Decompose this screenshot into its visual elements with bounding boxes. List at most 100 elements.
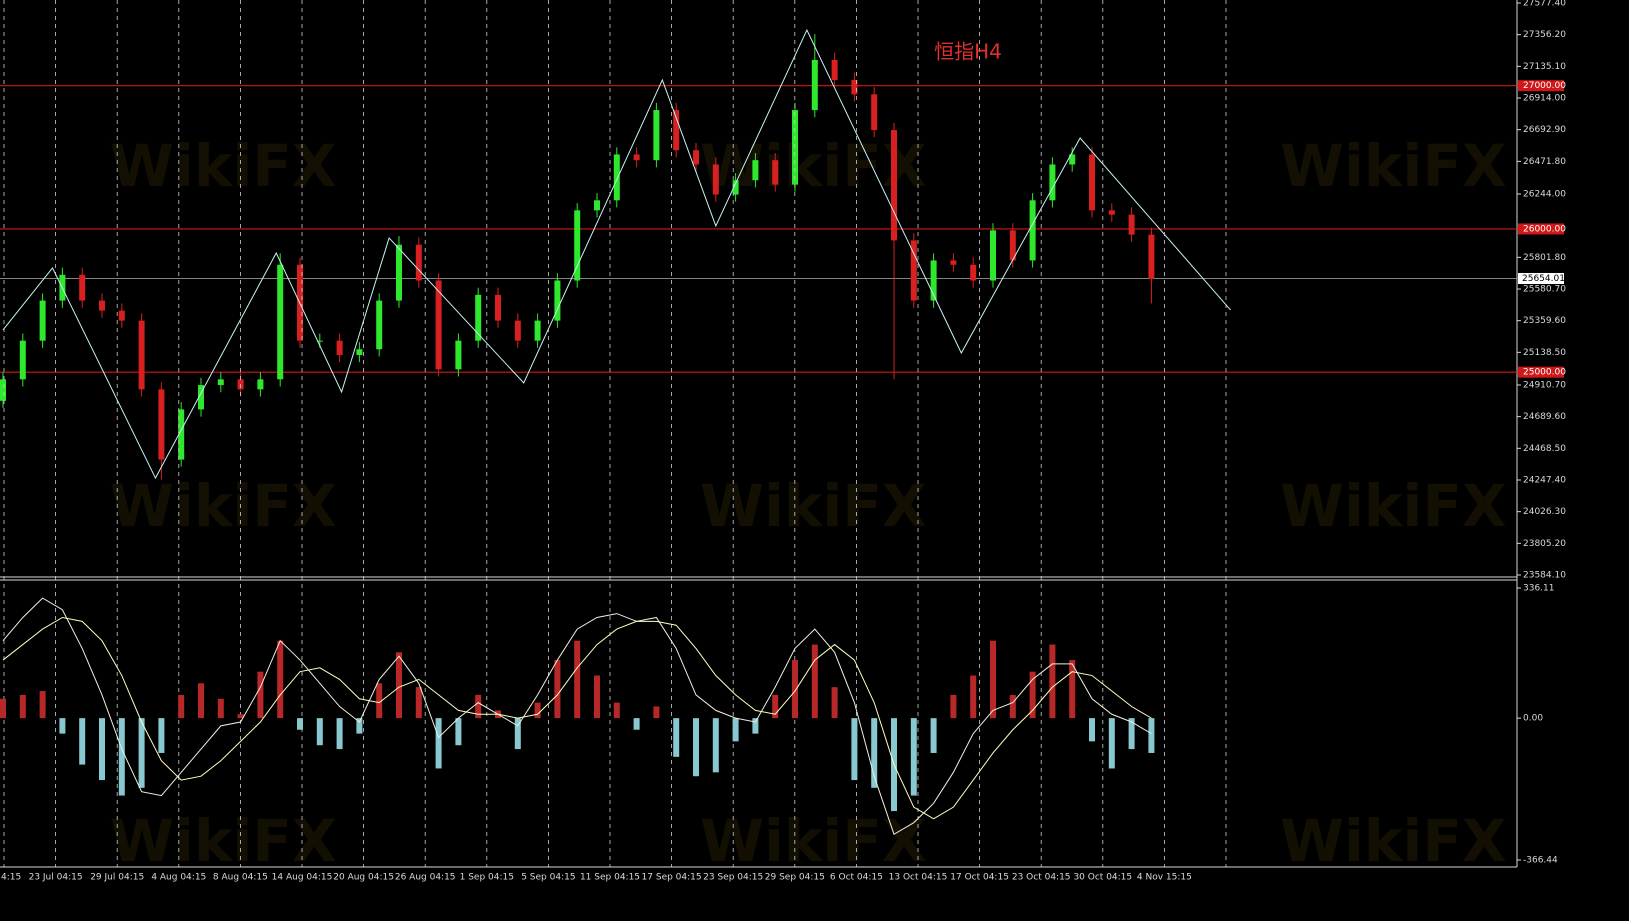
histogram-bar [415, 687, 422, 719]
x-tick-label: 1 Sep 04:15 [460, 873, 514, 883]
candle-body [19, 340, 26, 380]
level-label-box [1518, 223, 1564, 235]
watermark: WikiFX [700, 807, 927, 875]
x-tick-label: 4:15 [1, 873, 21, 883]
histogram-bar [1128, 718, 1135, 750]
histogram-bar [633, 718, 640, 730]
candle-body [316, 340, 323, 342]
x-tick-label: 29 Sep 04:15 [765, 873, 825, 883]
candle-body [415, 244, 422, 281]
candle-body [356, 349, 363, 355]
y-tick-label: 25359.60 [1523, 316, 1566, 326]
histogram-bar [59, 718, 66, 734]
y-tick-label: 27577.40 [1523, 0, 1566, 9]
candle-body [633, 154, 640, 161]
histogram-bar [19, 694, 26, 719]
histogram-bar [554, 660, 561, 719]
candle-body [990, 230, 996, 281]
y-tick-label: -366.44 [1523, 856, 1558, 866]
histogram-bar [178, 694, 185, 719]
candle-body [732, 180, 739, 195]
y-tick-label: 24689.60 [1523, 412, 1566, 422]
level-label-box [1518, 366, 1564, 378]
watermark: WikiFX [1280, 472, 1507, 540]
histogram-bar [99, 718, 105, 781]
candle-body [594, 200, 600, 211]
watermark: WikiFX [110, 132, 337, 200]
x-tick-label: 17 Oct 04:15 [950, 873, 1009, 883]
histogram-bar [930, 718, 937, 753]
x-tick-label: 23 Jul 04:15 [29, 873, 83, 883]
histogram-bar [158, 718, 165, 753]
histogram-bar [118, 718, 125, 796]
histogram-bar [950, 694, 957, 719]
histogram-bar [376, 683, 383, 719]
histogram-bar [1089, 718, 1095, 742]
histogram-bar [792, 660, 798, 719]
candle-body [514, 320, 521, 341]
candle-body [158, 389, 165, 460]
x-tick-label: 26 Aug 04:15 [395, 873, 456, 883]
candle-body [1029, 200, 1036, 261]
candle-body [811, 59, 818, 111]
y-tick-label: 24026.30 [1523, 507, 1566, 517]
candle-body [1069, 154, 1076, 165]
candle-body [1128, 214, 1135, 235]
candle-body [930, 260, 937, 301]
x-tick-label: 29 Jul 04:15 [90, 873, 144, 883]
histogram-bar [811, 644, 818, 719]
watermark: WikiFX [700, 472, 927, 540]
histogram-bar [712, 718, 719, 773]
x-tick-label: 4 Aug 04:15 [151, 873, 206, 883]
candle-body [495, 294, 501, 321]
watermark: WikiFX [110, 472, 337, 540]
candle-body [752, 160, 759, 181]
histogram-bar [1148, 718, 1155, 753]
histogram-bar [732, 718, 739, 742]
histogram-bar [653, 706, 660, 719]
x-tick-label: 11 Sep 04:15 [580, 873, 640, 883]
candle-body [1108, 210, 1115, 215]
x-tick-label: 4 Nov 15:15 [1137, 873, 1192, 883]
histogram-bar [594, 675, 600, 719]
x-tick-label: 5 Sep 04:15 [521, 873, 575, 883]
histogram-bar [356, 718, 363, 734]
candle-body [178, 409, 185, 460]
candle-body [455, 340, 462, 370]
histogram-bar [851, 718, 858, 781]
macd-line [2, 597, 1152, 836]
x-tick-label: 17 Sep 04:15 [642, 873, 702, 883]
y-tick-label: 23805.20 [1523, 539, 1566, 549]
zigzag-line [2, 28, 1231, 480]
histogram-bar [831, 687, 838, 719]
watermark: WikiFX [1280, 132, 1507, 200]
current-price-box [1518, 273, 1564, 285]
x-tick-label: 8 Aug 04:15 [213, 873, 268, 883]
candle-body [1049, 164, 1056, 201]
x-tick-label: 30 Oct 04:15 [1073, 873, 1132, 883]
candle-body [1089, 154, 1095, 211]
candle-body [99, 300, 105, 311]
candle-body [277, 264, 284, 380]
candle-body [0, 379, 6, 401]
histogram-bar [455, 718, 462, 746]
histogram-bar [613, 702, 620, 719]
x-tick-label: 6 Oct 04:15 [830, 873, 883, 883]
y-tick-label: 24247.40 [1523, 475, 1566, 485]
histogram-bar [990, 640, 996, 719]
histogram-bar [396, 652, 402, 719]
candle-body [79, 274, 86, 301]
y-tick-label: 27356.20 [1523, 30, 1566, 40]
level-label-box [1518, 80, 1564, 92]
histogram-bar [475, 694, 482, 719]
histogram-bar [435, 718, 442, 769]
y-tick-label: 26244.00 [1523, 189, 1566, 199]
candle-body [712, 164, 719, 195]
candle-body [396, 244, 402, 301]
watermark: WikiFX [110, 807, 337, 875]
candle-body [1148, 234, 1155, 280]
candle-body [1009, 230, 1016, 261]
histogram-bar [297, 718, 303, 730]
histogram-bar [673, 718, 680, 757]
